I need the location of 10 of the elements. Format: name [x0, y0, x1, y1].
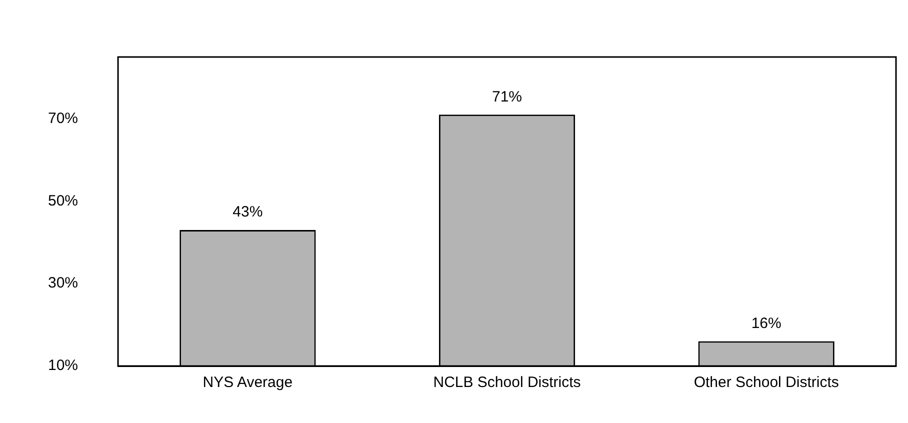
- y-tick-label: 50%: [48, 192, 78, 210]
- x-tick-label: NYS Average: [202, 374, 293, 392]
- data-label: 43%: [232, 204, 263, 221]
- x-tick-label: Other School Districts: [694, 374, 839, 392]
- x-tick-label: NCLB School Districts: [433, 374, 581, 392]
- data-label: 71%: [492, 88, 522, 106]
- y-tick-label: 30%: [48, 274, 78, 292]
- y-tick-label: 10%: [48, 357, 78, 374]
- y-tick-label: 70%: [48, 110, 78, 127]
- data-label: 16%: [751, 314, 782, 332]
